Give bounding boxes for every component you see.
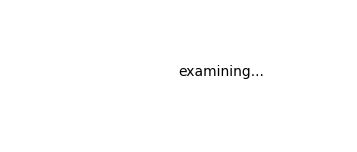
Text: examining...: examining... [178, 65, 265, 79]
